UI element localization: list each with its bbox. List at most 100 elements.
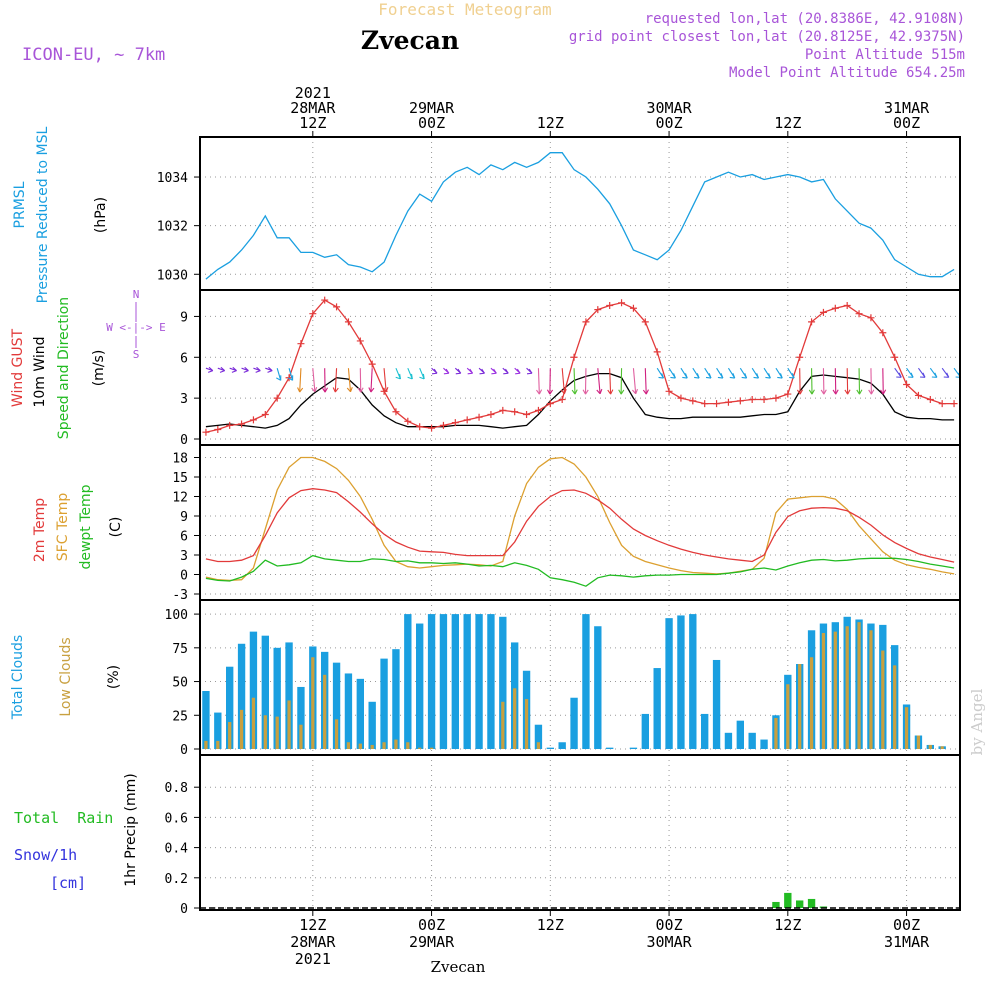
top-time-label: 00Z	[656, 114, 683, 132]
chart-marks	[200, 152, 962, 909]
low-cloud-bar	[809, 657, 814, 749]
gust-marker	[653, 348, 661, 356]
wind-arrow-head	[395, 373, 401, 380]
wind-arrow-head	[832, 389, 839, 395]
wind-arrow-head	[311, 386, 318, 393]
wind-direction-arrow	[347, 368, 352, 392]
bottom-time-label: 00Z	[418, 916, 445, 934]
low-cloud-bar	[275, 716, 279, 749]
wind-arrow-head	[267, 366, 273, 373]
gust-marker	[487, 410, 495, 418]
gust-marker	[261, 410, 269, 418]
total-cloud-bar	[344, 673, 353, 749]
gust-marker	[618, 299, 626, 307]
gust-marker	[321, 296, 329, 304]
gridpoint-coords: grid point closest lon,lat (20.8125E, 42…	[569, 29, 965, 45]
wind-direction-arrow	[276, 368, 282, 381]
low-cloud-bar	[798, 664, 802, 749]
pressure-line	[205, 152, 955, 280]
y-tick-label: 15	[172, 471, 188, 486]
wind-arrow-head	[789, 373, 795, 379]
wind-arrow-head	[491, 368, 497, 375]
low-cloud-bar	[940, 746, 944, 749]
total-cloud-bar	[475, 614, 483, 749]
low-cloud-bar	[358, 743, 362, 749]
low-cloud-bar	[869, 630, 873, 749]
low-cloud-bar	[394, 739, 398, 749]
wind-speed-line	[205, 372, 955, 429]
wind-arrow-head	[243, 366, 249, 373]
point-altitude: Point Altitude 515m	[805, 47, 965, 63]
gust-marker	[439, 421, 447, 429]
snow-label: Snow/1h	[14, 846, 77, 864]
low-cloud-bar	[323, 674, 327, 749]
gust-marker	[368, 360, 376, 368]
wind-arrow-head	[297, 387, 304, 393]
total-cloud-bar	[665, 618, 673, 749]
low-cloud-bar	[429, 747, 434, 749]
total-cloud-bar	[463, 614, 471, 749]
model-altitude: Model Point Altitude 654.25m	[729, 65, 965, 81]
low-cloud-bar	[821, 632, 826, 749]
gust-marker	[475, 413, 483, 421]
gust-marker	[808, 318, 816, 326]
wind-arrow-head	[753, 373, 760, 379]
gust-marker	[748, 396, 756, 404]
total-cloud-bar	[380, 658, 388, 749]
gust-marker	[582, 318, 590, 326]
y-tick-label: 25	[172, 709, 188, 724]
wind-arrow-head	[908, 372, 914, 378]
rain-label: Total Rain	[14, 809, 113, 827]
total-cloud-bar	[748, 732, 756, 749]
bottom-time-label: 00Z	[893, 916, 920, 934]
bottom-time-label: 12Z	[537, 916, 564, 934]
total-cloud-bar	[451, 614, 459, 749]
total-cloud-bar	[427, 614, 436, 749]
bottom-time-label: 30MAR	[646, 933, 692, 951]
wind-arrow-head	[455, 368, 462, 375]
gust-marker	[309, 310, 317, 318]
wind-arrow-head	[741, 373, 748, 379]
wind-arrow-head	[255, 366, 261, 373]
total-cloud-bar	[356, 678, 364, 749]
location-title: Zvecan	[361, 26, 459, 55]
low-cloud-bar	[228, 722, 232, 749]
compass-north: N	[133, 288, 140, 301]
wind-arrow-head	[515, 368, 521, 375]
y-tick-label: 9	[180, 310, 188, 325]
wind-arrow-head	[443, 368, 450, 375]
wind-arrow-head	[682, 373, 688, 379]
y-tick-label: 0.8	[165, 781, 188, 796]
total-cloud-bar	[546, 747, 554, 749]
total-cloud-bar	[499, 616, 507, 749]
top-time-label: 12Z	[299, 114, 326, 132]
total-cloud-bar	[226, 666, 234, 749]
total-cloud-bar	[570, 697, 578, 749]
gust-marker	[202, 428, 210, 436]
top-time-label: 31MAR	[884, 99, 930, 117]
low-clouds-label: Low Clouds	[58, 637, 74, 716]
low-cloud-bar	[786, 684, 790, 749]
total-cloud-bar	[712, 659, 721, 749]
precip-panel-frame	[199, 754, 961, 911]
total-cloud-bar	[368, 701, 376, 749]
wind-arrow-head	[431, 368, 438, 375]
y-tick-label: 0	[180, 902, 188, 917]
wind-arrow-head	[357, 387, 364, 393]
wind-arrow-head	[694, 373, 700, 379]
total-cloud-bar	[273, 647, 281, 749]
y-tick-label: 0	[180, 743, 188, 758]
gust-marker	[392, 408, 400, 416]
gust-marker	[760, 396, 768, 404]
low-cloud-bar	[857, 622, 861, 749]
low-cloud-bar	[334, 719, 339, 749]
sfc-label: SFC Temp	[55, 493, 71, 562]
wind-arrow-head	[844, 389, 851, 395]
total-cloud-bar	[297, 686, 305, 749]
wind-direction-arrow	[383, 368, 387, 392]
wind-arrow-head	[670, 373, 676, 379]
rain-bar	[819, 906, 828, 908]
gust-marker	[784, 390, 792, 398]
top-time-label: 00Z	[418, 114, 445, 132]
top-time-label: 12Z	[537, 114, 564, 132]
